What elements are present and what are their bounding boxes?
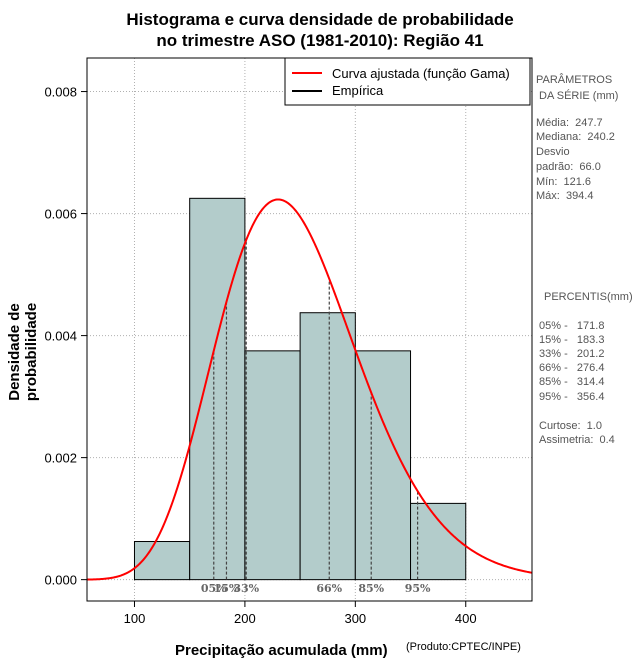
percentil-05: 05% - 171.8 — [539, 320, 605, 332]
histogram-bar-2 — [189, 197, 246, 581]
stat-mediana: Mediana: 240.2 — [536, 131, 615, 143]
histogram-bar-6 — [410, 502, 467, 581]
percentile-label-85: 85% — [358, 582, 384, 595]
curve-layer — [86, 198, 533, 581]
y-tick-label: 0.004 — [44, 329, 77, 344]
chart-title-line2: no trimestre ASO (1981-2010): Região 41 — [156, 31, 484, 50]
stat-desvio-label: Desvio — [536, 146, 570, 158]
stats-heading-2: DA SÉRIE (mm) — [539, 90, 619, 102]
legend-box — [284, 57, 531, 106]
percentile-label-05: 05% — [201, 582, 227, 595]
percentil-85: 85% - 314.4 — [539, 376, 605, 388]
percentile-label-95: 95% — [405, 582, 431, 595]
percentile-label-15: 15% — [214, 582, 240, 595]
x-tick-label: 300 — [344, 611, 366, 626]
percentil-15: 15% - 183.3 — [539, 334, 605, 346]
percentile-label-66: 66% — [316, 582, 342, 595]
legend-label-empirical: Empírica — [332, 83, 384, 98]
percentil-66: 66% - 276.4 — [539, 362, 605, 374]
y-tick-label: 0.008 — [44, 85, 77, 100]
gamma-fit-curve — [86, 198, 533, 581]
x-tick-label: 100 — [124, 611, 146, 626]
stat-desvio-value: padrão: 66.0 — [536, 161, 601, 173]
stat-assimetria: Assimetria: 0.4 — [539, 434, 615, 446]
percentile-lines-layer: 05%15%33% 66% 85% 95% — [201, 239, 431, 595]
y-tick-label: 0.002 — [44, 451, 77, 466]
axis-layer: 100 200 300 400 0.000 0.002 0.004 0.006 0.008 — [44, 57, 533, 626]
percentil-95: 95% - 356.4 — [539, 391, 605, 403]
percentile-label-33: 33% — [233, 582, 259, 595]
percentil-33: 33% - 201.2 — [539, 348, 605, 360]
stat-curtose: Curtose: 1.0 — [539, 420, 602, 432]
product-credit: (Produto:CPTEC/INPE) — [406, 641, 521, 653]
percentis-heading: PERCENTIS(mm) — [544, 291, 633, 303]
x-tick-label: 400 — [455, 611, 477, 626]
x-axis-label: Precipitação acumulada (mm) — [175, 642, 388, 659]
stat-media: Média: 247.7 — [536, 117, 603, 129]
stat-min: Mín: 121.6 — [536, 176, 592, 188]
stats-heading-1: PARÂMETROS — [536, 74, 613, 86]
y-tick-label: 0.006 — [44, 207, 77, 222]
histogram-bar-3 — [244, 350, 301, 581]
x-tick-label: 200 — [234, 611, 256, 626]
histogram-bar-4 — [299, 312, 356, 581]
y-axis-label: Densidade de probabilidade — [6, 302, 40, 402]
bars-layer — [133, 197, 467, 581]
legend-layer: Curva ajustada (função Gama) Empírica — [284, 57, 531, 106]
y-tick-label: 0.000 — [44, 573, 77, 588]
histogram-bar-5 — [354, 350, 412, 581]
chart-title-line1: Histograma e curva densidade de probabil… — [126, 10, 514, 29]
stat-max: Máx: 394.4 — [536, 190, 594, 202]
legend-label-fit: Curva ajustada (função Gama) — [332, 66, 510, 81]
